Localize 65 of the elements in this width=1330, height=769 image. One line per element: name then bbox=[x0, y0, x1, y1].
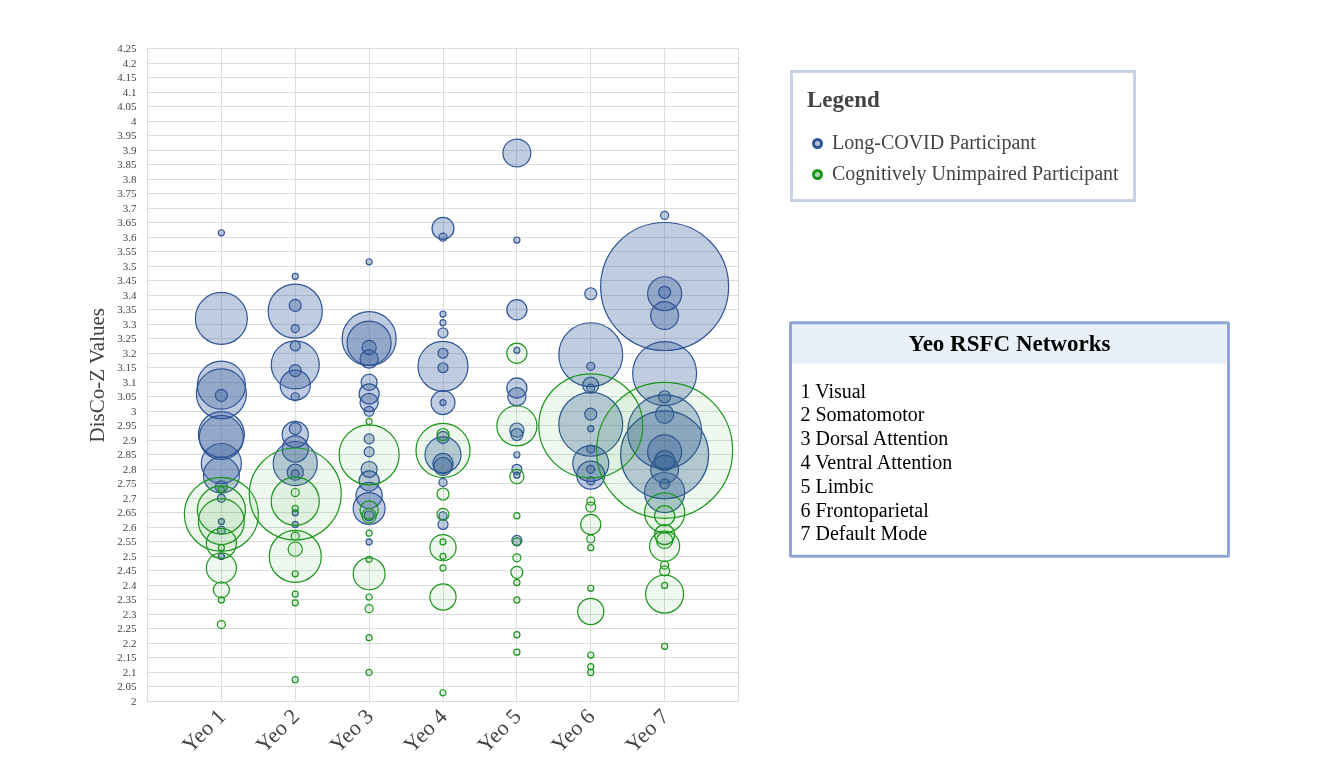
y-tick-label: 4 bbox=[131, 114, 137, 127]
y-tick-label: 3.45 bbox=[117, 274, 137, 287]
y-tick-label: 3.2 bbox=[122, 346, 137, 359]
x-tick-label: Yeo 6 bbox=[545, 703, 600, 758]
x-tick-label: Yeo 7 bbox=[619, 703, 674, 758]
y-tick-label: 2.75 bbox=[117, 477, 137, 490]
y-tick-label: 4.2 bbox=[122, 56, 137, 69]
y-tick-label: 3.6 bbox=[122, 230, 137, 243]
legend-label: Long-COVID Participant bbox=[832, 131, 1036, 154]
y-tick-label: 3.7 bbox=[122, 201, 137, 214]
y-tick-label: 3.35 bbox=[117, 303, 137, 316]
text: 6 Frontoparietal bbox=[800, 498, 930, 522]
y-tick-label: 2.7 bbox=[122, 491, 137, 504]
y-tick-label: 2.95 bbox=[117, 419, 137, 432]
y-tick-label: 3.5 bbox=[122, 259, 137, 272]
y-tick-label: 2.6 bbox=[122, 520, 137, 533]
y-tick-label: 3.9 bbox=[122, 143, 137, 156]
x-tick-label: Yeo 3 bbox=[324, 703, 378, 758]
x-tick-label: Yeo 2 bbox=[250, 703, 305, 758]
y-tick-label: 2.65 bbox=[117, 506, 137, 519]
y-tick-label: 2.4 bbox=[122, 578, 137, 591]
y-tick-label: 3.75 bbox=[117, 187, 137, 200]
y-tick-label: 2.25 bbox=[117, 622, 137, 635]
y-tick-label: 2.9 bbox=[122, 433, 137, 446]
y-tick-label: 2.55 bbox=[117, 535, 137, 548]
legend-label: Cognitively Unimpaired Participant bbox=[832, 162, 1119, 185]
y-tick-label: 4.1 bbox=[122, 85, 137, 98]
y-tick-label: 2 bbox=[131, 695, 137, 707]
y-tick-label: 2.05 bbox=[117, 680, 137, 693]
x-tick-label: Yeo 4 bbox=[398, 703, 452, 758]
y-tick-label: 3.05 bbox=[117, 390, 137, 403]
text: 3 Dorsal Attention bbox=[800, 427, 949, 450]
text: 1 Visual bbox=[800, 379, 867, 402]
y-tick-label: 4.15 bbox=[117, 71, 137, 84]
y-tick-label: 3.65 bbox=[117, 216, 137, 229]
y-tick-label: 2.5 bbox=[122, 549, 137, 562]
y-axis-title: DisCo-Z Values bbox=[85, 308, 110, 443]
y-tick-label: 2.85 bbox=[117, 448, 137, 461]
y-tick-label: 3.55 bbox=[117, 245, 137, 258]
y-tick-label: 2.35 bbox=[117, 593, 137, 606]
y-tick-label: 3.3 bbox=[122, 317, 137, 330]
y-tick-label: 3.4 bbox=[122, 288, 137, 301]
y-tick-label: 3.95 bbox=[117, 129, 137, 142]
y-tick-label: 4.25 bbox=[117, 42, 137, 54]
y-tick-label: 2.15 bbox=[117, 651, 137, 664]
text: Yeo RSFC Networks bbox=[908, 330, 1111, 356]
legend-title: Legend bbox=[807, 87, 881, 113]
y-tick-label: 2.45 bbox=[117, 564, 137, 577]
y-tick-label: 3.1 bbox=[122, 375, 137, 388]
y-tick-label: 3.15 bbox=[117, 361, 137, 374]
y-tick-label: 3 bbox=[131, 404, 137, 417]
text: 4 Ventral Attention bbox=[800, 451, 953, 474]
text: 7 Default Mode bbox=[800, 522, 928, 545]
x-tick-label: Yeo 5 bbox=[472, 703, 526, 758]
y-tick-label: 4.05 bbox=[117, 100, 137, 113]
y-tick-label: 3.8 bbox=[122, 172, 137, 185]
y-tick-label: 2.2 bbox=[122, 636, 137, 649]
x-tick-label: Yeo 1 bbox=[176, 703, 231, 758]
y-tick-label: 2.8 bbox=[122, 462, 137, 475]
y-tick-label: 3.85 bbox=[117, 158, 137, 171]
y-tick-label: 2.3 bbox=[122, 607, 137, 620]
text: 2 Somatomotor bbox=[800, 403, 925, 426]
y-tick-label: 3.25 bbox=[117, 332, 137, 345]
y-tick-label: 2.1 bbox=[122, 665, 137, 678]
text: 5 Limbic bbox=[800, 474, 874, 497]
